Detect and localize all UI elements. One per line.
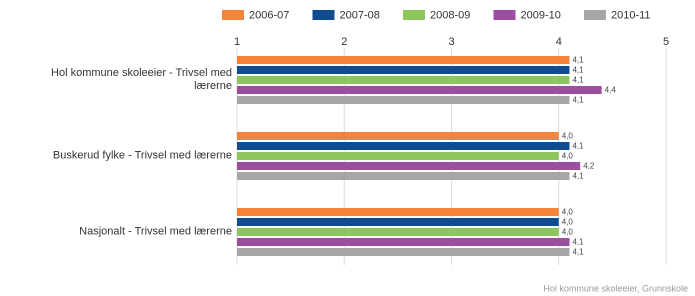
value-label: 4,0 xyxy=(562,152,574,161)
value-label: 4,1 xyxy=(572,76,584,85)
bar xyxy=(237,142,570,150)
bar xyxy=(237,218,559,226)
bar xyxy=(237,208,559,216)
bar xyxy=(237,162,581,170)
value-label: 4,1 xyxy=(572,238,584,247)
bar xyxy=(237,56,570,64)
value-label: 4,1 xyxy=(572,96,584,105)
legend-label: 2008-09 xyxy=(430,9,470,21)
value-label: 4,0 xyxy=(562,228,574,237)
value-label: 4,0 xyxy=(562,208,574,217)
legend-label: 2009-10 xyxy=(521,9,561,21)
value-label: 4,2 xyxy=(583,162,595,171)
bar xyxy=(237,248,570,256)
bar xyxy=(237,86,602,94)
x-tick-label: 3 xyxy=(448,36,454,48)
bar xyxy=(237,132,559,140)
bar xyxy=(237,66,570,74)
bar xyxy=(237,172,570,180)
value-label: 4,4 xyxy=(605,86,617,95)
source: Hol kommune skoleeier, Grunnskole xyxy=(543,283,688,293)
value-label: 4,1 xyxy=(572,172,584,181)
x-tick-label: 1 xyxy=(234,36,240,48)
legend-swatch xyxy=(584,10,606,20)
category-label: Hol kommune skoleeier - Trivsel med lære… xyxy=(51,67,232,92)
bar xyxy=(237,152,559,160)
bar xyxy=(237,238,570,246)
legend-swatch xyxy=(312,10,335,20)
bar xyxy=(237,76,570,84)
x-tick-label: 2 xyxy=(341,36,347,48)
legend-swatch xyxy=(403,10,425,20)
value-label: 4,1 xyxy=(572,248,584,257)
category-label: Buskerud fylke - Trivsel med lærerne xyxy=(52,149,232,162)
bar xyxy=(237,96,570,104)
bar xyxy=(237,228,559,236)
value-label: 4,1 xyxy=(572,142,584,151)
legend-swatch xyxy=(222,10,244,20)
legend-label: 2007-08 xyxy=(340,9,380,21)
legend-label: 2006-07 xyxy=(249,9,289,21)
x-tick-label: 4 xyxy=(556,36,562,48)
value-label: 4,0 xyxy=(562,132,574,141)
value-label: 4,0 xyxy=(562,218,574,227)
legend-swatch xyxy=(493,10,516,20)
value-label: 4,1 xyxy=(572,56,584,65)
x-tick-label: 5 xyxy=(663,36,669,48)
value-label: 4,1 xyxy=(572,66,584,75)
legend-label: 2010-11 xyxy=(611,9,651,21)
category-label: Nasjonalt - Trivsel med lærerne xyxy=(79,225,232,238)
